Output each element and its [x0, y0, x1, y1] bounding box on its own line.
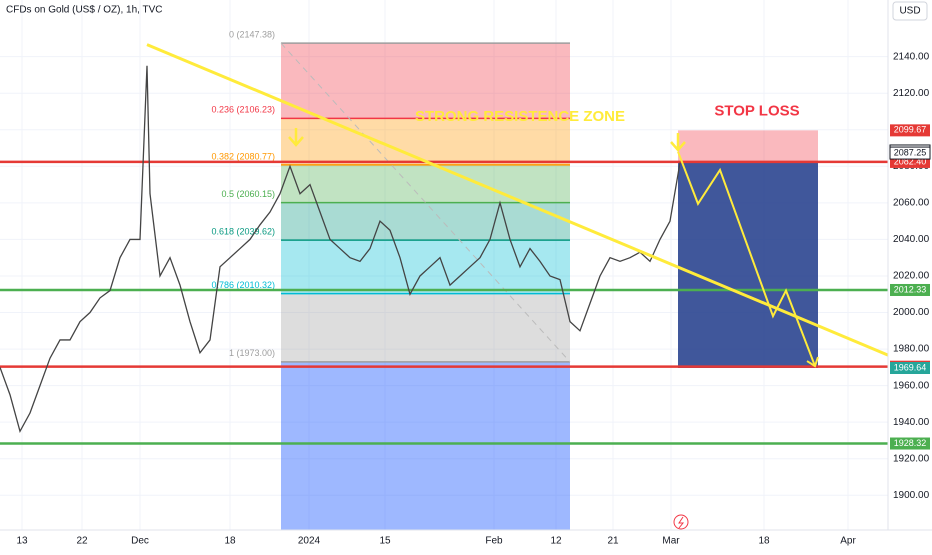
stop-zone	[678, 130, 818, 162]
y-tick-label: 1900.00	[893, 490, 930, 501]
y-tick-label: 2060.00	[893, 198, 930, 209]
fib-diagonal	[280, 42, 571, 363]
fib-label: 0.618 (2039.62)	[211, 226, 275, 236]
price-tag	[890, 124, 930, 137]
price-tag-label: 1928.32	[894, 438, 927, 448]
projection-arrowhead	[806, 356, 819, 368]
price-tag-label: 1969.64	[894, 362, 927, 372]
fib-zone	[281, 240, 570, 294]
x-tick-label: 22	[76, 536, 88, 547]
price-tag	[890, 437, 930, 450]
x-tick-label: Apr	[840, 536, 856, 547]
x-tick-label: 2024	[298, 536, 321, 547]
y-tick-label: 2120.00	[893, 88, 930, 99]
currency-button[interactable]	[892, 1, 928, 21]
event-icon[interactable]	[673, 514, 689, 530]
y-tick-label: 1980.00	[893, 344, 930, 355]
fib-zone	[281, 361, 570, 530]
y-tick-label: 2140.00	[893, 51, 930, 62]
price-tag	[890, 362, 930, 375]
annotation: STRONG RESISTENCE ZONE	[415, 108, 625, 125]
price-line	[0, 65, 681, 434]
x-tick-label: Feb	[485, 536, 503, 547]
y-tick-label: 2040.00	[893, 234, 930, 245]
x-tick-label: 12	[550, 536, 562, 547]
projection	[677, 151, 816, 367]
currency[interactable]: USD	[899, 6, 920, 17]
price-tag-label: 2099.67	[894, 125, 927, 135]
x-tick-label: 13	[16, 536, 28, 547]
fib-zone	[281, 293, 570, 362]
fib-label: 0.5 (2060.15)	[221, 189, 275, 199]
y-tick-label: 2000.00	[893, 307, 930, 318]
x-tick-label: Dec	[131, 536, 149, 547]
fib-label: 0.382 (2080.77)	[211, 151, 275, 161]
y-tick-label: 1920.00	[893, 453, 930, 464]
fib-label: 0.786 (2010.32)	[211, 280, 275, 290]
event-icon-bolt	[678, 516, 685, 529]
x-tick-label: 15	[379, 536, 391, 547]
price-tag-label: 2087.25	[894, 147, 927, 157]
plot-area: 0 (2147.38) 0.236 (2106.23) 0.382 (2080.77…	[0, 0, 889, 530]
fib-label: 0 (2147.38)	[229, 30, 275, 40]
x-tick-label: 21	[607, 536, 619, 547]
target-zone	[678, 161, 818, 369]
fib-label: 0.236 (2106.23)	[211, 105, 275, 115]
fib-zone	[281, 118, 570, 165]
price-tag-label: 2012.33	[894, 284, 927, 294]
price-tag	[889, 146, 931, 160]
chart-title: CFDs on Gold (US$ / OZ), 1h, TVC	[6, 5, 163, 16]
y-tick-label: 1940.00	[893, 417, 930, 428]
fib-zone	[281, 43, 570, 119]
annotation: STOP LOSS	[714, 102, 799, 119]
y-tick-label: 2020.00	[893, 271, 930, 282]
x-tick-label: Mar	[662, 536, 680, 547]
x-tick-label: 18	[224, 536, 236, 547]
price-tag	[890, 283, 930, 296]
price-tag-label: 2082.40	[894, 156, 927, 166]
fib-zone	[281, 164, 570, 203]
fib-label: 1 (1973.00)	[229, 348, 275, 358]
x-tick-label: 18	[758, 536, 770, 547]
fib-zone	[281, 202, 570, 241]
trendline	[146, 43, 889, 357]
y-tick-label: 1960.00	[893, 380, 930, 391]
